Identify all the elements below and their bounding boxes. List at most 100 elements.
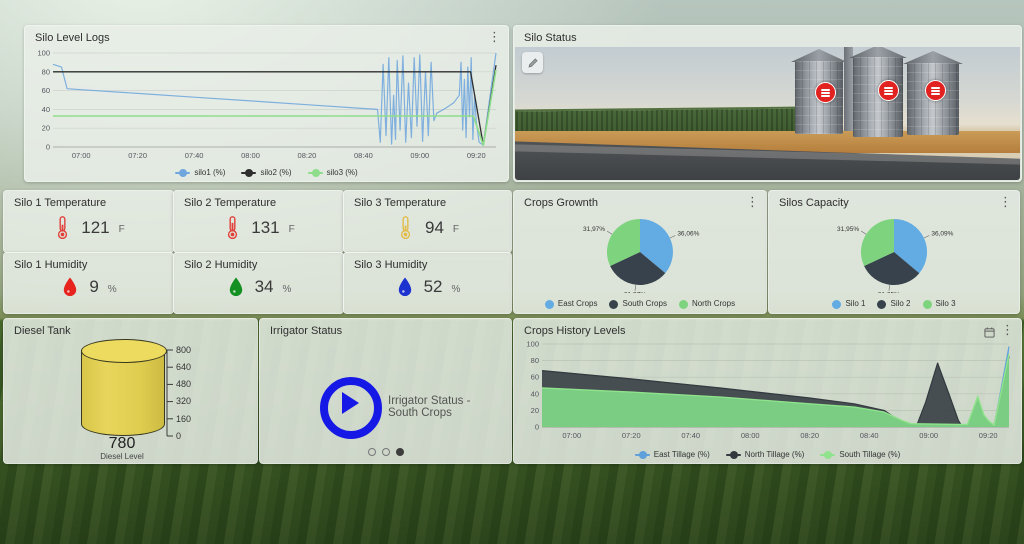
svg-text:08:20: 08:20	[800, 431, 819, 440]
calendar-icon[interactable]	[984, 325, 995, 343]
svg-text:80: 80	[42, 67, 50, 76]
play-button-icon[interactable]	[320, 377, 382, 439]
panel-silo1-temperature: Silo 1 Temperature 121 F	[3, 190, 174, 253]
diesel-axis: 800 640 480 320 160 0	[166, 345, 191, 441]
stat-unit: %	[107, 283, 117, 295]
svg-text:60: 60	[42, 86, 50, 95]
carousel-dot[interactable]	[367, 448, 376, 456]
panel-title: Crops Grownth	[524, 197, 598, 209]
legend-item[interactable]: silo2 (%)	[241, 168, 292, 177]
panel-title: Silo 3 Temperature	[354, 197, 447, 209]
panel-title: Silo 3 Humidity	[354, 259, 428, 271]
droplet-icon	[395, 277, 415, 297]
panel-silo-status: Silo Status	[513, 25, 1022, 182]
stat-unit: F	[452, 224, 460, 235]
stat-value: 9	[89, 277, 99, 296]
droplet-icon	[60, 277, 80, 297]
edit-button[interactable]	[522, 52, 543, 73]
silo-2-level-badge-icon[interactable]	[878, 80, 899, 101]
svg-text:07:40: 07:40	[185, 151, 204, 160]
svg-text:07:40: 07:40	[681, 431, 700, 440]
stat-value: 52	[423, 277, 443, 296]
panel-title: Silo 2 Temperature	[184, 197, 277, 209]
irrigator-status-text: Irrigator Status - South Crops	[388, 395, 471, 419]
legend-item[interactable]: silo3 (%)	[307, 168, 358, 177]
silo-status-photo	[515, 47, 1020, 180]
panel-crops-history: Crops History Levels ⋮ 0 20 40 60 80 100 07:00…	[513, 318, 1022, 464]
legend-item[interactable]: Silo 2	[877, 299, 911, 309]
panel-title: Silo Level Logs	[35, 32, 110, 44]
thermometer-icon	[52, 215, 72, 240]
legend-item[interactable]: East Tillage (%)	[634, 450, 710, 459]
silo-roof	[849, 47, 907, 58]
legend-item[interactable]: North Tillage (%)	[725, 450, 804, 459]
legend-item[interactable]: South Crops	[609, 299, 667, 309]
legend-item[interactable]: South Tillage (%)	[820, 450, 900, 459]
svg-text:20: 20	[531, 406, 539, 415]
svg-text:80: 80	[531, 356, 539, 365]
panel-silo3-temperature: Silo 3 Temperature 94 F	[343, 190, 512, 253]
svg-text:31,95%: 31,95%	[878, 292, 900, 293]
chart-legend: silo1 (%) silo2 (%) silo3 (%)	[25, 168, 508, 177]
stat-value: 34	[254, 277, 274, 296]
panel-diesel-tank: Diesel Tank 800 640 480 320 160 0 780 Di…	[3, 318, 258, 464]
svg-text:08:40: 08:40	[860, 431, 879, 440]
panel-title: Silo 2 Humidity	[184, 259, 258, 271]
panel-title: Silos Capacity	[779, 197, 849, 209]
silo-3-level-badge-icon[interactable]	[925, 80, 946, 101]
svg-text:640: 640	[176, 362, 191, 372]
svg-text:31,97%: 31,97%	[624, 292, 646, 293]
kebab-menu-icon[interactable]: ⋮	[1001, 322, 1014, 337]
svg-text:800: 800	[176, 345, 191, 355]
svg-text:08:20: 08:20	[298, 151, 317, 160]
svg-text:09:00: 09:00	[410, 151, 429, 160]
diesel-tank-gauge-body	[81, 350, 165, 436]
silos-capacity-pie-chart[interactable]: 36,09% 31,95% 31,95%	[769, 209, 1019, 293]
svg-text:07:20: 07:20	[622, 431, 641, 440]
thermometer-icon	[222, 215, 242, 240]
legend-item[interactable]: silo1 (%)	[175, 168, 225, 177]
silo-1-level-badge-icon[interactable]	[815, 82, 836, 103]
carousel-dots	[260, 448, 511, 456]
legend-item[interactable]: Silo 3	[922, 299, 956, 309]
svg-text:0: 0	[46, 143, 50, 152]
panel-title: Crops History Levels	[524, 325, 626, 337]
crops-growth-pie-chart[interactable]: 36,06% 31,97% 31,97%	[514, 209, 766, 293]
panel-title: Silo Status	[524, 32, 577, 44]
kebab-menu-icon[interactable]: ⋮	[746, 194, 759, 209]
stat-value: 94	[424, 217, 444, 237]
carousel-dot[interactable]	[395, 448, 404, 456]
panel-silo2-humidity: Silo 2 Humidity 34 %	[173, 252, 344, 314]
panel-title: Silo 1 Temperature	[14, 197, 107, 209]
kebab-menu-icon[interactable]: ⋮	[488, 29, 501, 44]
svg-text:160: 160	[176, 414, 191, 424]
silo-level-logs-chart[interactable]: 0 20 40 60 80 100 07:00 07:20 07:40 08:00 08:20 08:…	[29, 48, 504, 160]
grain-elevator	[844, 47, 853, 131]
kebab-menu-icon[interactable]: ⋮	[999, 194, 1012, 209]
svg-text:36,09%: 36,09%	[931, 230, 953, 237]
panel-title: Diesel Tank	[14, 325, 71, 337]
panel-silo3-humidity: Silo 3 Humidity 52 %	[343, 252, 512, 314]
carousel-dot[interactable]	[381, 448, 390, 456]
svg-text:40: 40	[42, 105, 50, 114]
svg-text:09:20: 09:20	[467, 151, 486, 160]
stat-unit: %	[451, 283, 461, 295]
chart-legend: Silo 1 Silo 2 Silo 3	[769, 299, 1019, 309]
legend-item[interactable]: Silo 1	[832, 299, 865, 309]
svg-text:320: 320	[176, 396, 191, 406]
svg-text:0: 0	[535, 423, 539, 432]
legend-item[interactable]: North Crops	[678, 299, 735, 309]
crops-history-chart[interactable]: 0 20 40 60 80 100 07:00 07:20 07:40 08:00 08:20 08:…	[518, 341, 1017, 440]
diesel-tank-gauge	[81, 339, 167, 363]
panel-irrigator-status: Irrigator Status Irrigator Status - Sout…	[259, 318, 512, 464]
svg-text:08:00: 08:00	[241, 151, 260, 160]
legend-item[interactable]: East Crops	[544, 299, 597, 309]
stat-unit: F	[118, 224, 125, 235]
svg-text:480: 480	[176, 379, 191, 389]
stat-unit: F	[288, 224, 295, 235]
thermometer-icon	[396, 215, 416, 240]
stat-value: 121	[81, 217, 110, 237]
pencil-icon	[528, 57, 538, 67]
svg-text:09:20: 09:20	[979, 431, 998, 440]
svg-text:100: 100	[526, 341, 539, 349]
